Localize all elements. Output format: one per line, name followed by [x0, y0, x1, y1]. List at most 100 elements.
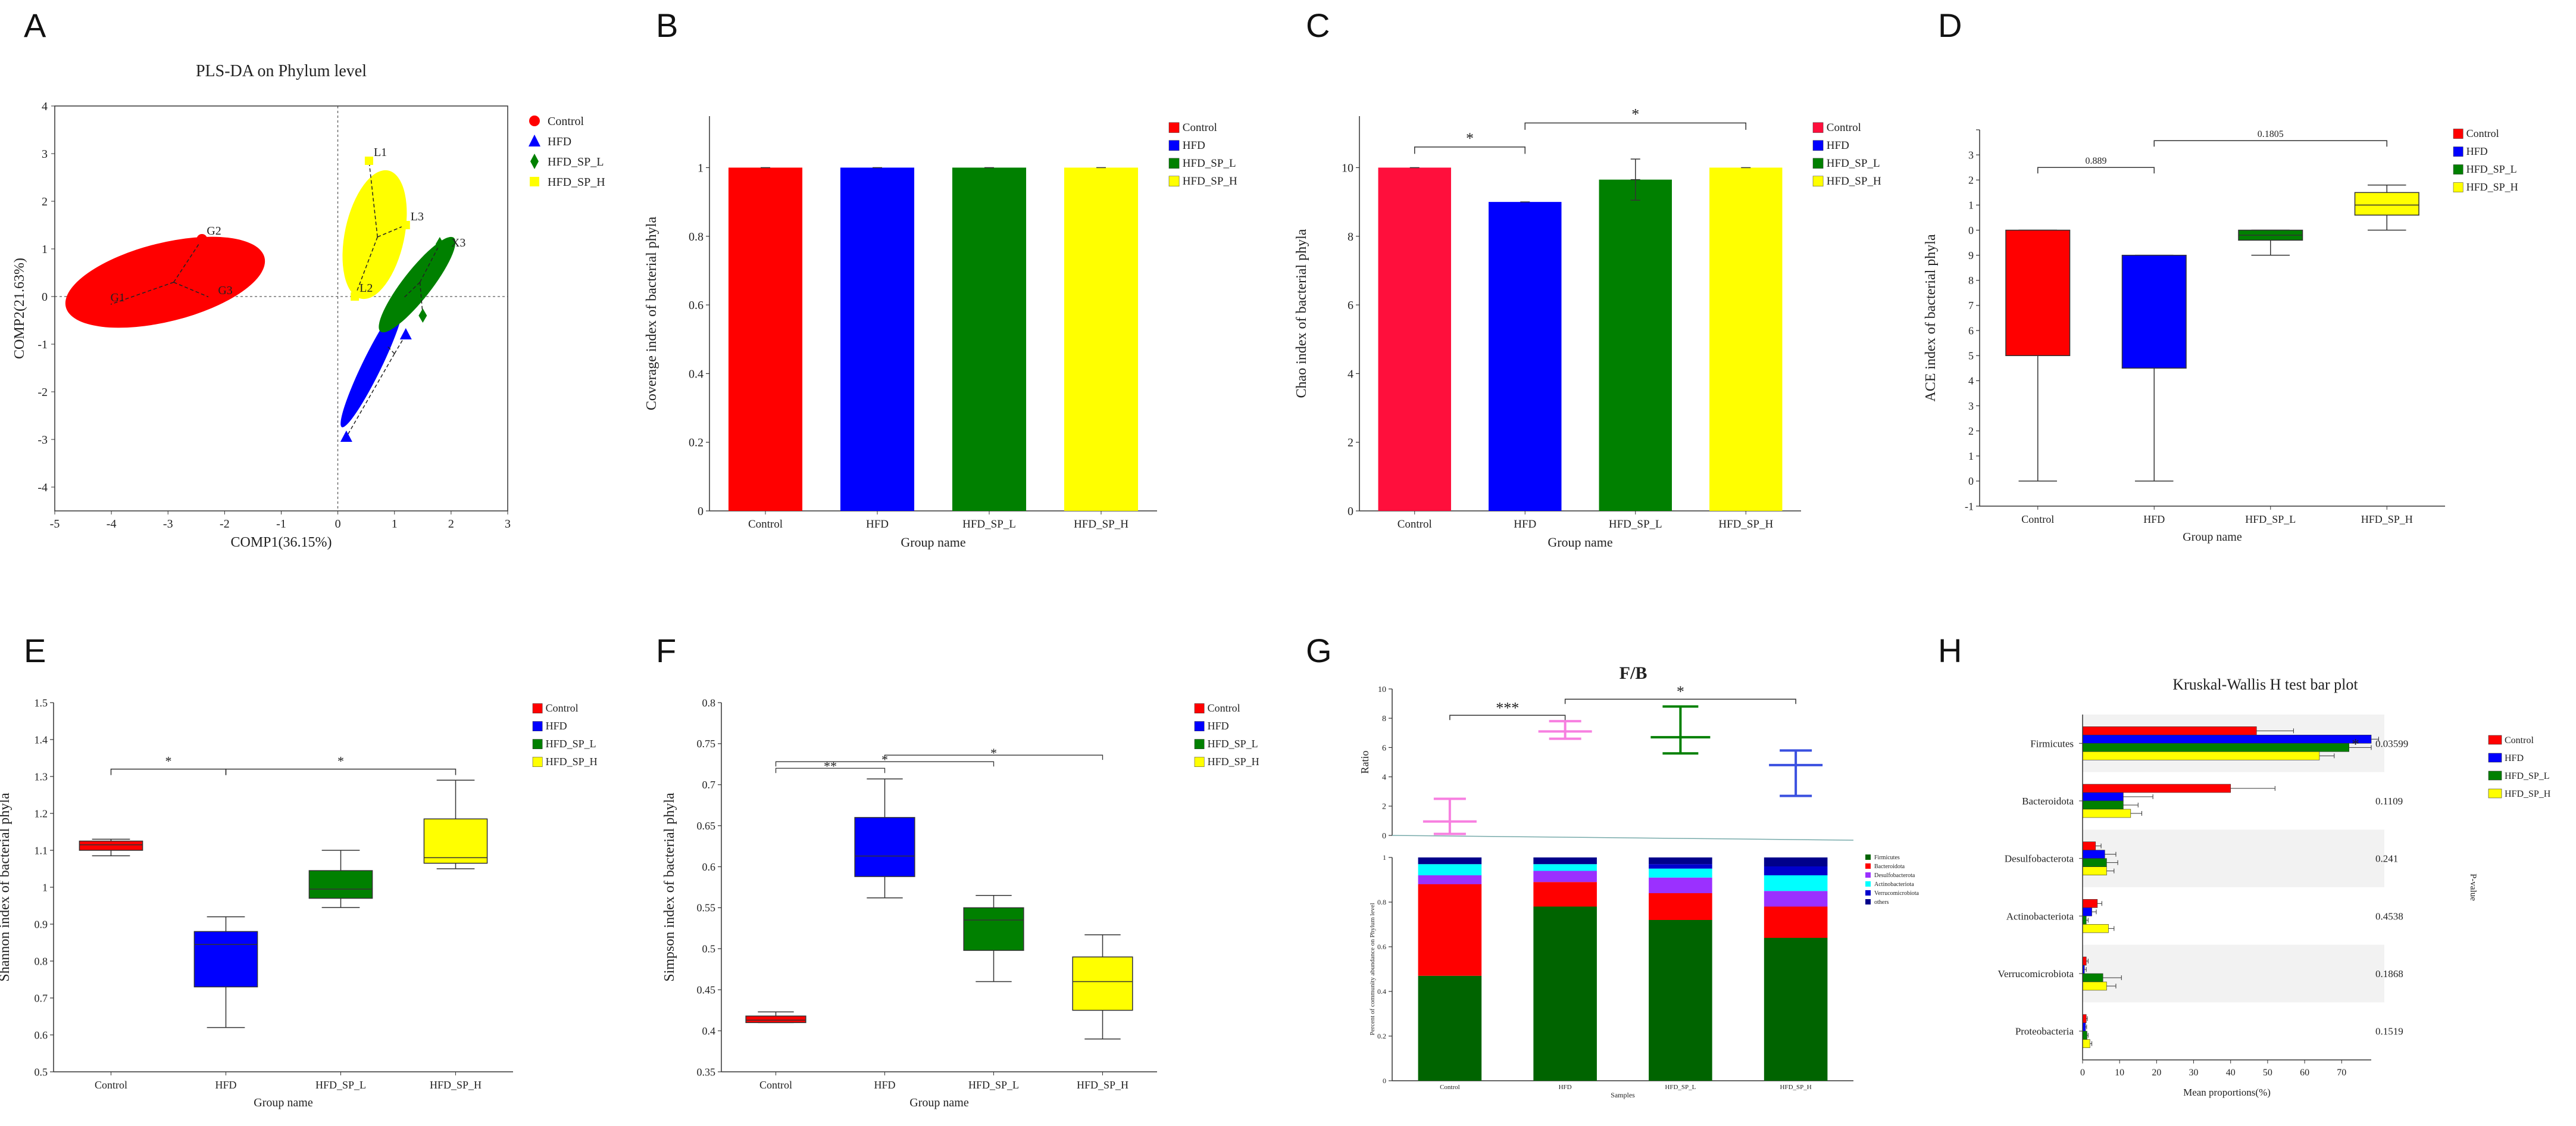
shannon-x-label: Group name	[254, 1096, 313, 1109]
plsda-legend-marker	[530, 177, 539, 186]
kw-row-band	[2083, 829, 2384, 887]
simpson-y-tick-label: 0.35	[697, 1066, 716, 1078]
community-stack-desulfobacterota	[1649, 877, 1712, 893]
kw-legend-label: HFD	[2505, 753, 2524, 763]
simpson-y-tick-label: 0.45	[697, 984, 716, 996]
simpson-x-tick-label: HFD_SP_L	[968, 1079, 1019, 1091]
shannon-y-tick-label: 0.7	[35, 992, 48, 1004]
community-legend-swatch	[1865, 872, 1871, 878]
plsda-point-spl	[418, 308, 427, 323]
simpson-y-tick-label: 0.4	[702, 1025, 716, 1037]
shannon-x-tick-label: HFD_SP_H	[430, 1079, 482, 1091]
community-stack-others	[1418, 857, 1482, 865]
community-y-tick-label: 0.6	[1377, 943, 1386, 951]
community-stack-verrucomicrobiota	[1764, 866, 1828, 875]
community-stack-bacteroidota	[1533, 882, 1597, 907]
chao-significance-label: *	[1466, 130, 1474, 147]
plsda-spoke	[173, 282, 214, 300]
kw-legend-swatch	[2488, 735, 2502, 745]
simpson-x-tick-label: Control	[759, 1079, 792, 1091]
ace-y-tick-label: 3	[1968, 149, 1974, 161]
chao-x-tick-label: Control	[1398, 518, 1432, 531]
plsda-x-tick-label: 3	[505, 517, 511, 531]
kw-bar-hfd_sp_h	[2082, 866, 2107, 875]
fb-y-tick-label: 10	[1378, 685, 1386, 694]
ace-x-tick-label: HFD_SP_H	[2361, 513, 2413, 525]
chao-bar-chart: 0 2 4 6 8 10 Control HFD HFD_SP_L HFD_SP_H Group n…	[1294, 106, 1881, 550]
simpson-legend-label: HFD	[1208, 720, 1229, 732]
chao-y-tick-label: 0	[1348, 505, 1353, 518]
ace-legend-swatch	[2453, 146, 2464, 157]
coverage-x-tick-label: HFD_SP_L	[962, 518, 1016, 531]
plsda-spoke	[419, 244, 440, 283]
coverage-legend-label: Control	[1183, 121, 1217, 134]
community-y-tick-label: 0.4	[1377, 987, 1386, 996]
panel-label-b: B	[656, 7, 679, 44]
community-stack-actinobacteriota	[1533, 864, 1597, 871]
simpson-significance-bracket	[884, 754, 1103, 760]
plsda-x-tick-label: -3	[163, 517, 173, 531]
kw-legend-label: HFD_SP_H	[2505, 789, 2551, 799]
panel-a-plsda: A PLS-DA on Phylum level -5 -4 -3 -2 -1 0 1 2 3 -4…	[0, 0, 644, 563]
simpson-legend-label: HFD_SP_L	[1208, 738, 1258, 750]
coverage-y-label: Coverage index of bacterial phyla	[644, 217, 659, 411]
kruskal-wallis-bar-plot: Kruskal-Wallis H test bar plot Firmicutes…	[1998, 676, 2551, 1098]
kw-x-tick-label: 40	[2226, 1068, 2236, 1078]
plsda-x-tick-label: -1	[276, 517, 286, 531]
simpson-box-plot: 0.35 0.4 0.45 0.5 0.55 0.6 0.65 0.7 0.75 0.8 Contr…	[662, 697, 1259, 1109]
fb-y-tick-label: 8	[1382, 715, 1386, 723]
kw-bar-hfd_sp_l	[2082, 973, 2103, 982]
simpson-significance-label: **	[824, 759, 837, 773]
plsda-y-label: COMP2(21.63%)	[12, 258, 27, 359]
fb-ratio-and-stacked-bar: F/B0246810Ratio****00.20.40.60.81Percent…	[1359, 663, 1920, 1099]
coverage-y-tick-label: 0	[698, 505, 704, 518]
simpson-legend-swatch	[1194, 739, 1205, 749]
shannon-legend-label: Control	[546, 702, 579, 714]
chao-legend-label: HFD_SP_L	[1827, 157, 1880, 170]
kw-pvalue: 0.1868	[2375, 968, 2403, 980]
community-stack-others	[1533, 857, 1597, 865]
coverage-y-tick-label: 0.2	[689, 436, 704, 450]
community-x-tick-label: Control	[1440, 1084, 1460, 1091]
shannon-y-tick-label: 1.5	[35, 697, 48, 709]
plsda-point-hfd	[340, 431, 352, 442]
community-stack-firmicutes	[1764, 938, 1828, 1081]
kw-significance-star: *	[2352, 735, 2359, 753]
coverage-x-tick-label: Control	[748, 518, 783, 531]
plsda-x-tick-label: 0	[335, 517, 341, 531]
community-legend-label: others	[1874, 899, 1889, 906]
panel-e-shannon: E 0.5 0.6 0.7 0.8 0.9 1 1.1 1.2 1.3 1.4 1.5 Control…	[0, 563, 644, 1125]
community-legend-swatch	[1865, 854, 1871, 860]
shannon-significance-label: *	[165, 754, 172, 769]
ace-y-tick-label: 2	[1968, 425, 1974, 437]
coverage-x-tick-label: HFD_SP_H	[1074, 518, 1128, 531]
plsda-spoke	[354, 236, 378, 297]
chao-legend-swatch	[1812, 158, 1824, 169]
plsda-y-tick-label: 1	[42, 243, 48, 256]
plsda-y-tick-label: 0	[42, 291, 48, 304]
community-y-label: Percent of community abundance on Phylum…	[1369, 903, 1376, 1035]
plsda-point-sph	[401, 221, 410, 229]
simpson-legend-swatch	[1194, 703, 1205, 713]
community-stack-actinobacteriota	[1764, 875, 1828, 891]
plsda-legend-marker	[529, 116, 540, 126]
kw-x-tick-label: 60	[2300, 1068, 2309, 1078]
ace-legend-label: Control	[2466, 127, 2499, 139]
plsda-x-tick-label: -5	[50, 517, 60, 531]
community-stack-actinobacteriota	[1649, 868, 1712, 878]
chao-y-label: Chao index of bacterial phyla	[1294, 229, 1309, 398]
community-stack-firmicutes	[1418, 975, 1482, 1081]
panel-d-ace: D -1 0 1 2 3 4 5 6 7 8 9 0 1 2 3 Control HFD HFD_SP_L HFD_…	[1923, 0, 2576, 563]
shannon-y-tick-label: 1.4	[35, 734, 48, 746]
kw-category-label: Bacteroidota	[2022, 796, 2074, 807]
kw-x-tick-label: 70	[2337, 1068, 2346, 1078]
plsda-plot: PLS-DA on Phylum level -5 -4 -3 -2 -1 0 1 2 3 -4 -3…	[12, 62, 605, 550]
panel-label-d: D	[1938, 7, 1962, 44]
plsda-spoke	[377, 224, 407, 238]
community-legend-swatch	[1865, 890, 1871, 896]
fb-y-tick-label: 0	[1382, 832, 1386, 841]
panel-b-coverage: B 0 0.2 0.4 0.6 0.8 1 Control HFD HFD_SP_L HFD_SP…	[644, 0, 1288, 563]
kw-legend-label: Control	[2505, 735, 2534, 746]
plsda-spoke	[399, 282, 421, 302]
panel-label-f: F	[656, 632, 677, 669]
